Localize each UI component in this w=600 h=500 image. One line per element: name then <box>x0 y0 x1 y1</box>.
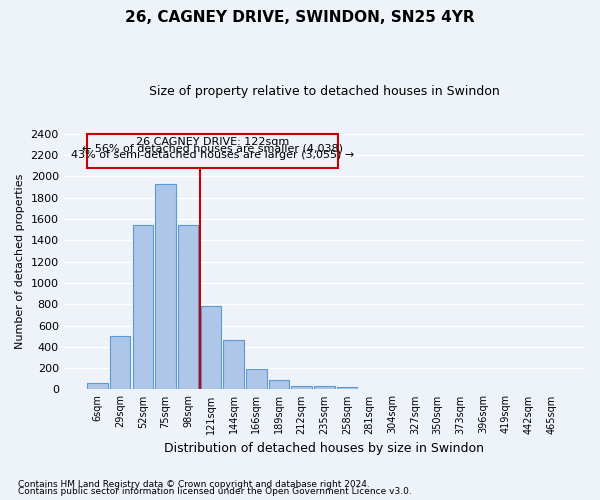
Text: 43% of semi-detached houses are larger (3,055) →: 43% of semi-detached houses are larger (… <box>71 150 354 160</box>
Bar <box>110 336 130 390</box>
Y-axis label: Number of detached properties: Number of detached properties <box>15 174 25 350</box>
Bar <box>133 226 153 390</box>
Bar <box>246 369 266 390</box>
Text: Contains public sector information licensed under the Open Government Licence v3: Contains public sector information licen… <box>18 487 412 496</box>
Bar <box>201 306 221 390</box>
Bar <box>155 184 176 390</box>
Bar <box>292 386 312 390</box>
Bar <box>314 386 335 390</box>
Bar <box>86 134 338 168</box>
Bar <box>269 380 289 390</box>
Title: Size of property relative to detached houses in Swindon: Size of property relative to detached ho… <box>149 85 500 98</box>
Bar <box>178 226 199 390</box>
Bar <box>223 340 244 390</box>
Text: 26 CAGNEY DRIVE: 122sqm: 26 CAGNEY DRIVE: 122sqm <box>136 137 289 147</box>
Text: Contains HM Land Registry data © Crown copyright and database right 2024.: Contains HM Land Registry data © Crown c… <box>18 480 370 489</box>
X-axis label: Distribution of detached houses by size in Swindon: Distribution of detached houses by size … <box>164 442 484 455</box>
Text: 26, CAGNEY DRIVE, SWINDON, SN25 4YR: 26, CAGNEY DRIVE, SWINDON, SN25 4YR <box>125 10 475 25</box>
Bar <box>337 388 357 390</box>
Text: ← 56% of detached houses are smaller (4,038): ← 56% of detached houses are smaller (4,… <box>82 144 343 154</box>
Bar <box>88 383 108 390</box>
